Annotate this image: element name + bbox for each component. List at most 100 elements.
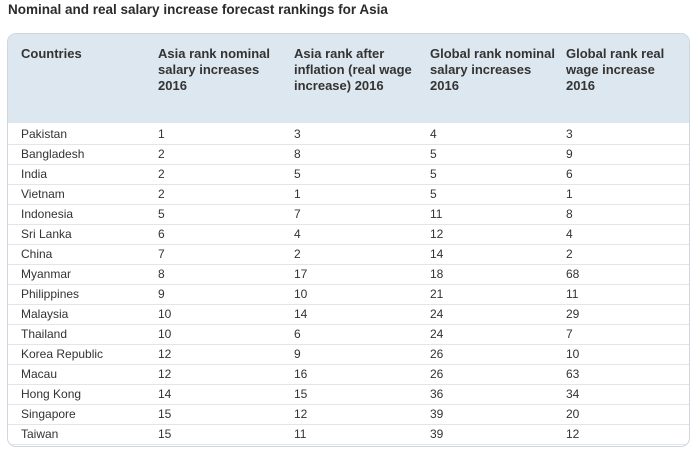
asia-real-cell: 3 xyxy=(294,127,301,141)
country-cell: Bangladesh xyxy=(21,147,85,161)
global-nominal-cell: 4 xyxy=(430,127,437,141)
column-header-countries: Countries xyxy=(21,46,82,61)
global-real-cell: 4 xyxy=(566,227,573,241)
table-row: Singapore 15 12 39 20 xyxy=(8,405,689,425)
global-nominal-cell: 24 xyxy=(430,307,444,321)
asia-nominal-cell: 14 xyxy=(158,387,172,401)
asia-nominal-cell: 12 xyxy=(158,347,172,361)
asia-real-cell: 14 xyxy=(294,307,308,321)
global-real-cell: 34 xyxy=(566,387,580,401)
column-header-global-real: Global rank real wage increase 2016 xyxy=(566,46,665,93)
rankings-table: Countries Asia rank nominal salary incre… xyxy=(7,33,690,447)
global-nominal-cell: 11 xyxy=(430,207,443,221)
table-row: Sri Lanka 6 4 12 4 xyxy=(8,225,689,245)
global-nominal-cell: 26 xyxy=(430,347,444,361)
global-real-cell: 8 xyxy=(566,207,573,221)
country-cell: Sri Lanka xyxy=(21,227,72,241)
global-nominal-cell: 18 xyxy=(430,267,444,281)
page-title: Nominal and real salary increase forecas… xyxy=(8,2,388,17)
country-cell: Korea Republic xyxy=(21,347,104,361)
country-cell: Thailand xyxy=(21,327,68,341)
table-row: Indonesia 5 7 11 8 xyxy=(8,205,689,225)
table-row: Vietnam 2 1 5 1 xyxy=(8,185,689,205)
table-row: Myanmar 8 17 18 68 xyxy=(8,265,689,285)
global-real-cell: 1 xyxy=(566,187,573,201)
table-row: Korea Republic 12 9 26 10 xyxy=(8,345,689,365)
global-nominal-cell: 12 xyxy=(430,227,444,241)
table-row: Thailand 10 6 24 7 xyxy=(8,325,689,345)
global-nominal-cell: 39 xyxy=(430,427,444,441)
global-real-cell: 20 xyxy=(566,407,580,421)
asia-nominal-cell: 2 xyxy=(158,167,165,181)
asia-nominal-cell: 10 xyxy=(158,307,172,321)
global-nominal-cell: 36 xyxy=(430,387,444,401)
country-cell: China xyxy=(21,247,53,261)
table-row: India 2 5 5 6 xyxy=(8,165,689,185)
table-header: Countries Asia rank nominal salary incre… xyxy=(8,34,689,123)
global-real-cell: 2 xyxy=(566,247,573,261)
country-cell: Singapore xyxy=(21,407,76,421)
table-row: Macau 12 16 26 63 xyxy=(8,365,689,385)
table-row: Philippines 9 10 21 11 xyxy=(8,285,689,305)
asia-real-cell: 15 xyxy=(294,387,308,401)
global-real-cell: 63 xyxy=(566,367,580,381)
asia-real-cell: 10 xyxy=(294,287,308,301)
asia-real-cell: 17 xyxy=(294,267,308,281)
global-real-cell: 11 xyxy=(566,287,579,301)
country-cell: Indonesia xyxy=(21,207,74,221)
asia-nominal-cell: 6 xyxy=(158,227,165,241)
global-nominal-cell: 21 xyxy=(430,287,444,301)
asia-real-cell: 2 xyxy=(294,247,301,261)
table-row: Malaysia 10 14 24 29 xyxy=(8,305,689,325)
asia-nominal-cell: 15 xyxy=(158,427,172,441)
table-row: China 7 2 14 2 xyxy=(8,245,689,265)
asia-real-cell: 11 xyxy=(294,427,307,441)
column-header-asia-real: Asia rank after inflation (real wage inc… xyxy=(294,46,412,93)
country-cell: Hong Kong xyxy=(21,387,82,401)
country-cell: Pakistan xyxy=(21,127,68,141)
global-real-cell: 6 xyxy=(566,167,573,181)
asia-nominal-cell: 9 xyxy=(158,287,165,301)
asia-real-cell: 12 xyxy=(294,407,308,421)
global-real-cell: 3 xyxy=(566,127,573,141)
global-real-cell: 9 xyxy=(566,147,573,161)
global-nominal-cell: 5 xyxy=(430,187,437,201)
column-header-global-nominal: Global rank nominal salary increases 201… xyxy=(430,46,555,93)
country-cell: Vietnam xyxy=(21,187,65,201)
asia-nominal-cell: 10 xyxy=(158,327,172,341)
table-row: Taiwan 15 11 39 12 xyxy=(8,425,689,445)
asia-nominal-cell: 12 xyxy=(158,367,172,381)
asia-real-cell: 16 xyxy=(294,367,308,381)
global-nominal-cell: 5 xyxy=(430,167,437,181)
table-row: Bangladesh 2 8 5 9 xyxy=(8,145,689,165)
asia-real-cell: 5 xyxy=(294,167,301,181)
country-cell: India xyxy=(21,167,48,181)
asia-nominal-cell: 2 xyxy=(158,147,165,161)
table-row: Japan17136224 xyxy=(8,445,689,446)
asia-real-cell: 4 xyxy=(294,227,301,241)
country-cell: Malaysia xyxy=(21,307,69,321)
global-real-cell: 29 xyxy=(566,307,580,321)
table-body: Pakistan 1 3 4 3 Bangladesh 2 8 5 9 India 2 5 5 6 Vietn… xyxy=(8,125,689,446)
global-nominal-cell: 26 xyxy=(430,367,444,381)
asia-real-cell: 7 xyxy=(294,207,301,221)
column-header-asia-nominal: Asia rank nominal salary increases 2016 xyxy=(158,46,270,93)
global-real-cell: 12 xyxy=(566,427,580,441)
country-cell: Philippines xyxy=(21,287,80,301)
global-nominal-cell: 39 xyxy=(430,407,444,421)
asia-nominal-cell: 2 xyxy=(158,187,165,201)
global-real-cell: 7 xyxy=(566,327,573,341)
asia-nominal-cell: 7 xyxy=(158,247,165,261)
asia-real-cell: 6 xyxy=(294,327,301,341)
country-cell: Macau xyxy=(21,367,58,381)
global-nominal-cell: 14 xyxy=(430,247,444,261)
asia-nominal-cell: 5 xyxy=(158,207,165,221)
global-nominal-cell: 5 xyxy=(430,147,437,161)
asia-nominal-cell: 15 xyxy=(158,407,172,421)
country-cell: Taiwan xyxy=(21,427,59,441)
table-row: Pakistan 1 3 4 3 xyxy=(8,125,689,145)
asia-real-cell: 9 xyxy=(294,347,301,361)
global-nominal-cell: 24 xyxy=(430,327,444,341)
global-real-cell: 10 xyxy=(566,347,580,361)
asia-nominal-cell: 1 xyxy=(158,127,165,141)
